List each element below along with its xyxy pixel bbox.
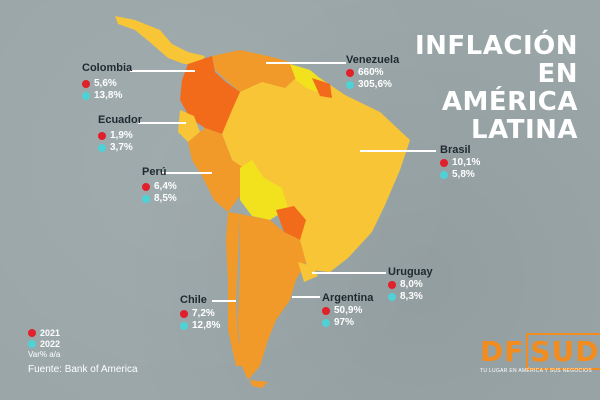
value-2022: 8,3% <box>388 291 433 303</box>
brasil-leader <box>360 150 436 152</box>
value-2021: 7,2% <box>180 308 220 320</box>
colombia-shape <box>180 56 240 134</box>
value-2022: 97% <box>322 317 373 329</box>
venezuela-shape <box>212 50 298 92</box>
venezuela-label: Venezuela 660% 305,6% <box>346 54 399 91</box>
dot-2021 <box>440 159 448 167</box>
dot-2022 <box>440 171 448 179</box>
dot-2021 <box>322 307 330 315</box>
paraguay-shape <box>276 206 306 240</box>
dot-2021 <box>98 132 106 140</box>
colombia-leader <box>130 70 195 72</box>
dot-2021 <box>142 183 150 191</box>
country-name: Colombia <box>82 62 133 74</box>
value-2021: 10,1% <box>440 157 480 169</box>
country-name: Argentina <box>322 292 374 304</box>
peru-shape <box>188 128 244 212</box>
colombia-label: Colombia 5,6% 13,8% <box>82 62 132 102</box>
dot-2021 <box>180 310 188 318</box>
uruguay-shape <box>298 262 318 282</box>
dot-2022 <box>346 81 354 89</box>
logo-sud: SUD <box>526 333 600 370</box>
ecuador-leader <box>138 122 186 124</box>
chile-leader <box>212 300 236 302</box>
dot-2021 <box>82 80 90 88</box>
dot-2022 <box>322 319 330 327</box>
dot-2022 <box>28 340 36 348</box>
value-2021: 8,0% <box>388 279 433 291</box>
country-name: Ecuador <box>98 114 143 126</box>
peru-label: Perú 6,4% 8,5% <box>142 166 177 205</box>
uruguay-label: Uruguay 8,0% 8,3% <box>388 266 433 303</box>
chile-label: Chile 7,2% 12,8% <box>180 294 220 332</box>
value-2022: 3,7% <box>98 142 142 154</box>
page-title: INFLACIÓN EN AMÉRICA LATINA <box>414 31 578 145</box>
value-2022: 305,6% <box>346 79 399 91</box>
dot-2022 <box>98 144 106 152</box>
value-2022: 5,8% <box>440 169 480 181</box>
value-2022: 12,8% <box>180 320 220 332</box>
value-2022: 13,8% <box>82 90 132 102</box>
logo-df: DF <box>480 335 525 368</box>
country-name: Uruguay <box>388 266 433 278</box>
logo-tagline: TU LUGAR EN AMÉRICA Y SUS NEGOCIOS <box>480 368 592 374</box>
dot-2022 <box>180 322 188 330</box>
dot-2022 <box>388 293 396 301</box>
country-name: Perú <box>142 166 167 178</box>
dot-2021 <box>388 281 396 289</box>
dot-2022 <box>142 195 150 203</box>
peru-leader <box>160 172 212 174</box>
argentina-shape <box>238 214 306 380</box>
brasil-shape <box>222 70 410 272</box>
country-name: Venezuela <box>346 54 400 66</box>
legend-2021: 2021 <box>28 328 60 338</box>
value-2021: 660% <box>346 67 399 79</box>
dfsud-logo: DF SUD TU LUGAR EN AMÉRICA Y SUS NEGOCIOS <box>480 333 600 374</box>
value-2021: 5,6% <box>82 78 132 90</box>
central-america <box>115 16 205 64</box>
argentina-label: Argentina 50,9% 97% <box>322 292 373 329</box>
value-2021: 6,4% <box>142 181 177 193</box>
dot-2022 <box>82 92 90 100</box>
bolivia-shape <box>240 160 288 220</box>
value-2021: 1,9% <box>98 130 142 142</box>
country-name: Chile <box>180 294 207 306</box>
uruguay-leader <box>312 272 386 274</box>
guyana-shape <box>290 64 322 92</box>
country-name: Brasil <box>440 144 471 156</box>
venezuela-leader <box>266 62 346 64</box>
legend-2022: 2022 <box>28 339 60 349</box>
chile-shape <box>226 212 244 366</box>
tierra-del-fuego-shape <box>250 380 268 388</box>
guiana-shape <box>312 78 332 98</box>
ecuador-label: Ecuador 1,9% 3,7% <box>98 114 142 154</box>
value-2021: 50,9% <box>322 305 373 317</box>
value-2022: 8,5% <box>142 193 177 205</box>
legend: 2021 2022 Var% a/a <box>28 328 60 359</box>
legend-unit: Var% a/a <box>28 350 61 359</box>
argentina-leader <box>292 296 320 298</box>
brasil-label: Brasil 10,1% 5,8% <box>440 144 480 181</box>
dot-2021 <box>28 329 36 337</box>
dot-2021 <box>346 69 354 77</box>
source-note: Fuente: Bank of America <box>28 364 138 375</box>
ecuador-shape <box>178 110 200 142</box>
